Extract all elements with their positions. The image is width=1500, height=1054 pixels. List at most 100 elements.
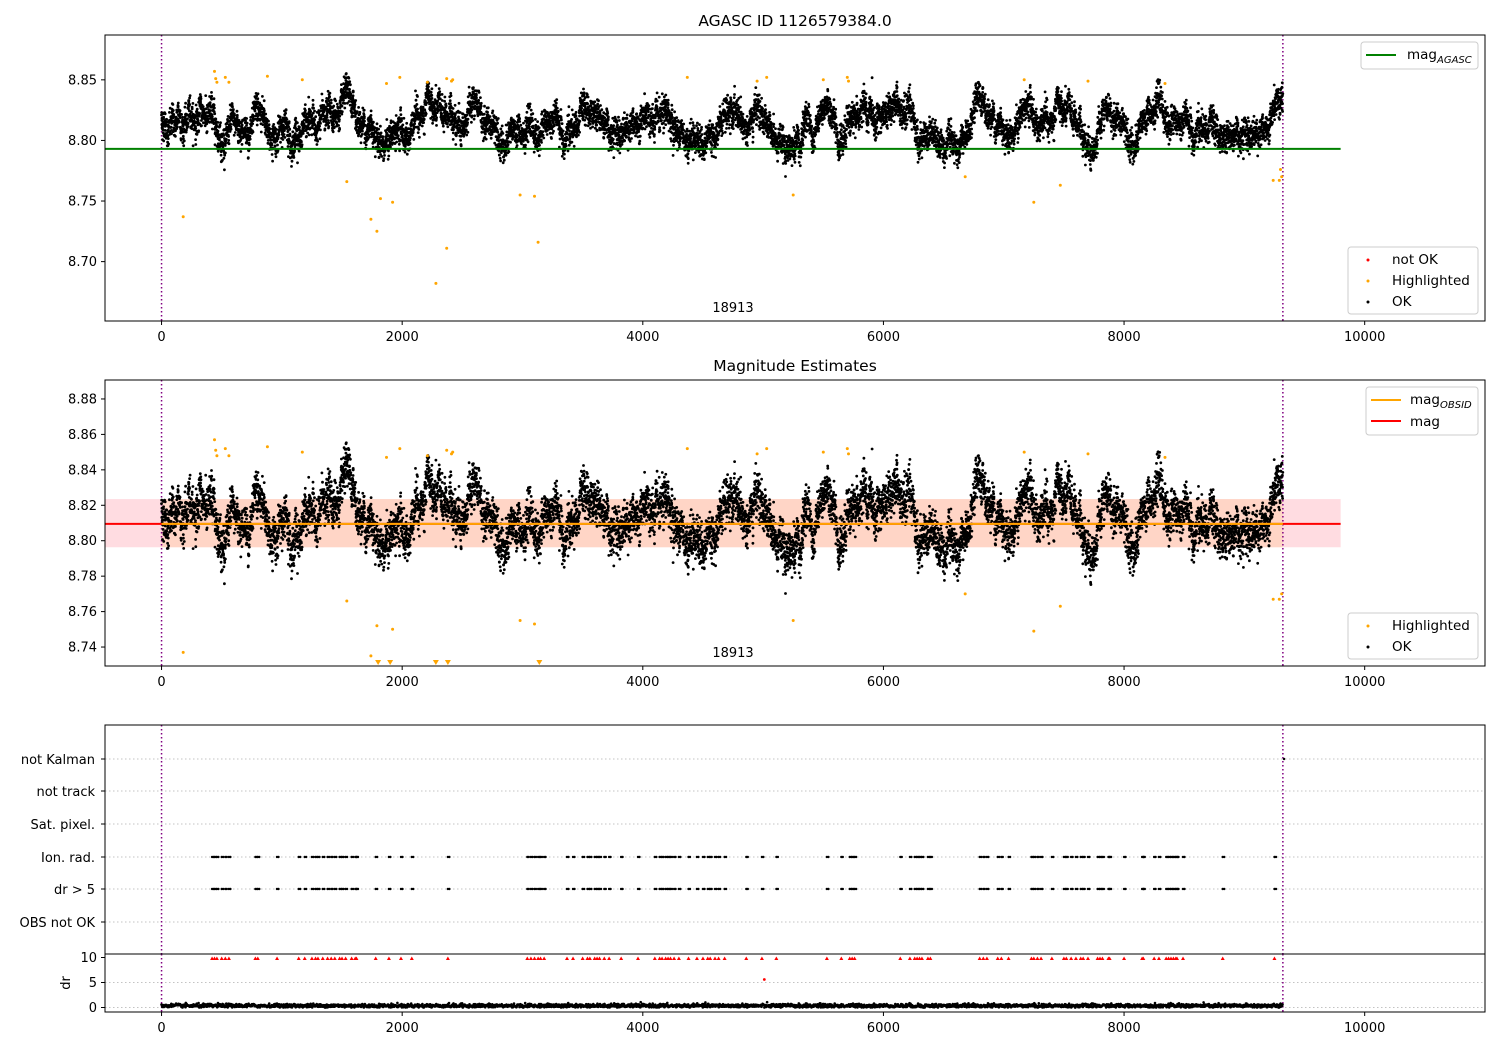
- data-point: [568, 144, 571, 147]
- data-point: [417, 131, 420, 134]
- data-point: [231, 106, 234, 109]
- data-point: [229, 123, 232, 126]
- data-point: [541, 110, 544, 113]
- data-point: [748, 133, 751, 136]
- data-point: [278, 134, 281, 137]
- data-point: [449, 102, 452, 105]
- data-point: [498, 150, 501, 153]
- data-point: [742, 113, 745, 116]
- data-point: [236, 114, 239, 117]
- data-point: [487, 106, 490, 109]
- data-point: [188, 103, 191, 106]
- data-point: [587, 96, 590, 99]
- data-point: [277, 136, 280, 139]
- data-point: [755, 123, 758, 126]
- data-point: [689, 122, 692, 125]
- data-point: [352, 94, 355, 97]
- data-point: [732, 127, 735, 130]
- data-point: [441, 93, 444, 96]
- data-point: [430, 94, 433, 97]
- data-point: [651, 107, 654, 110]
- data-point: [578, 120, 581, 123]
- data-point: [565, 145, 568, 148]
- data-point: [167, 143, 170, 146]
- data-point: [398, 143, 401, 146]
- data-point: [162, 140, 165, 143]
- data-point: [672, 144, 675, 147]
- data-point: [653, 141, 656, 144]
- data-point: [670, 113, 673, 116]
- data-point: [524, 152, 527, 155]
- data-point: [338, 118, 341, 121]
- data-point: [182, 135, 185, 138]
- data-point: [271, 142, 274, 145]
- data-point: [725, 127, 728, 130]
- data-point: [676, 124, 679, 127]
- data-point: [552, 130, 555, 133]
- data-point: [595, 124, 598, 127]
- data-point: [307, 96, 310, 99]
- data-point: [673, 110, 676, 113]
- data-point: [423, 118, 426, 121]
- data-point: [508, 150, 511, 153]
- data-point: [721, 103, 724, 106]
- data-point: [671, 116, 674, 119]
- data-point: [528, 105, 531, 108]
- data-point: [300, 141, 303, 144]
- data-point: [301, 143, 304, 146]
- data-point: [501, 125, 504, 128]
- data-point: [639, 135, 642, 138]
- data-point: [312, 107, 315, 110]
- data-point: [406, 153, 409, 156]
- data-point: [213, 104, 216, 107]
- data-point: [638, 140, 641, 143]
- data-point: [505, 154, 508, 157]
- data-point: [671, 108, 674, 111]
- data-point: [569, 135, 572, 138]
- data-point: [223, 134, 226, 137]
- data-point: [689, 137, 692, 140]
- data-point: [557, 110, 560, 113]
- data-point: [209, 109, 212, 112]
- data-point: [183, 140, 186, 143]
- data-point: [484, 133, 487, 136]
- data-point: [401, 135, 404, 138]
- data-point: [607, 118, 610, 121]
- data-point: [254, 110, 257, 113]
- data-point: [759, 100, 762, 103]
- data-point: [343, 107, 346, 110]
- data-point: [746, 144, 749, 147]
- data-point: [471, 115, 474, 118]
- data-point: [664, 123, 667, 126]
- data-point: [660, 119, 663, 122]
- data-point: [577, 134, 580, 137]
- data-point: [434, 114, 437, 117]
- data-point: [209, 101, 212, 104]
- data-point: [542, 137, 545, 140]
- data-point: [522, 122, 525, 125]
- data-point: [758, 117, 761, 120]
- data-point: [695, 124, 698, 127]
- data-point: [379, 125, 382, 128]
- data-point: [629, 132, 632, 135]
- data-point: [496, 131, 499, 134]
- data-point: [571, 141, 574, 144]
- data-point: [612, 138, 615, 141]
- data-point: [416, 108, 419, 111]
- data-point: [667, 106, 670, 109]
- data-point: [223, 154, 226, 157]
- data-point: [445, 105, 448, 108]
- data-point: [477, 99, 480, 102]
- data-point: [483, 105, 486, 108]
- data-point: [756, 118, 759, 121]
- data-point: [213, 97, 216, 100]
- data-point: [324, 127, 327, 130]
- data-point: [540, 141, 543, 144]
- data-point: [363, 109, 366, 112]
- data-point: [586, 103, 589, 106]
- data-point: [288, 128, 291, 131]
- data-point: [552, 121, 555, 124]
- data-point: [536, 120, 539, 123]
- data-point: [195, 104, 198, 107]
